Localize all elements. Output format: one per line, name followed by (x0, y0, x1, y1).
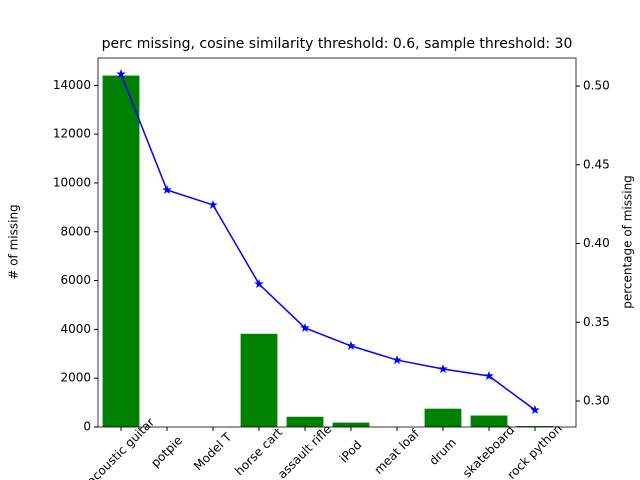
marker (484, 370, 494, 381)
y-tick-label: 2000 (60, 371, 91, 385)
marker (254, 279, 264, 289)
bar (240, 333, 278, 427)
x-tick-label: meat loaf (371, 426, 422, 477)
marker (162, 184, 172, 195)
bar (286, 416, 324, 427)
y2-tick-label: 0.35 (583, 315, 610, 329)
marker (392, 355, 402, 365)
y-tick-label: 12000 (53, 127, 91, 141)
y2-axis-label: percentage of missing (621, 175, 635, 309)
y-tick-label: 14000 (53, 78, 91, 92)
marker (346, 340, 356, 350)
y2-tick-label: 0.45 (583, 157, 610, 171)
y-tick-label: 10000 (53, 175, 91, 189)
bar (424, 408, 462, 427)
chart-title: perc missing, cosine similarity threshol… (102, 36, 573, 52)
y-tick-label: 4000 (60, 322, 91, 336)
line (120, 73, 536, 411)
bar (102, 75, 140, 428)
marker (438, 364, 448, 374)
x-tick-label: Model T (191, 430, 235, 474)
x-tick-label: potpie (148, 433, 185, 470)
y2-tick-label: 0.40 (583, 236, 610, 250)
y-tick-label: 8000 (60, 224, 91, 238)
bar (516, 426, 554, 427)
x-tick-label: drum (426, 435, 458, 467)
marker (208, 199, 218, 209)
marker (530, 404, 540, 415)
y-axis-label: # of missing (7, 204, 21, 279)
y-tick-label: 0 (83, 420, 91, 434)
y2-tick-label: 0.30 (583, 394, 610, 408)
marker (116, 69, 126, 79)
plot-frame (97, 57, 577, 428)
y-tick-label: 6000 (60, 273, 91, 287)
bar (332, 422, 370, 427)
bar (470, 415, 508, 427)
marker (300, 322, 310, 332)
x-tick-label: iPod (337, 438, 365, 466)
y2-tick-label: 0.50 (583, 79, 610, 93)
